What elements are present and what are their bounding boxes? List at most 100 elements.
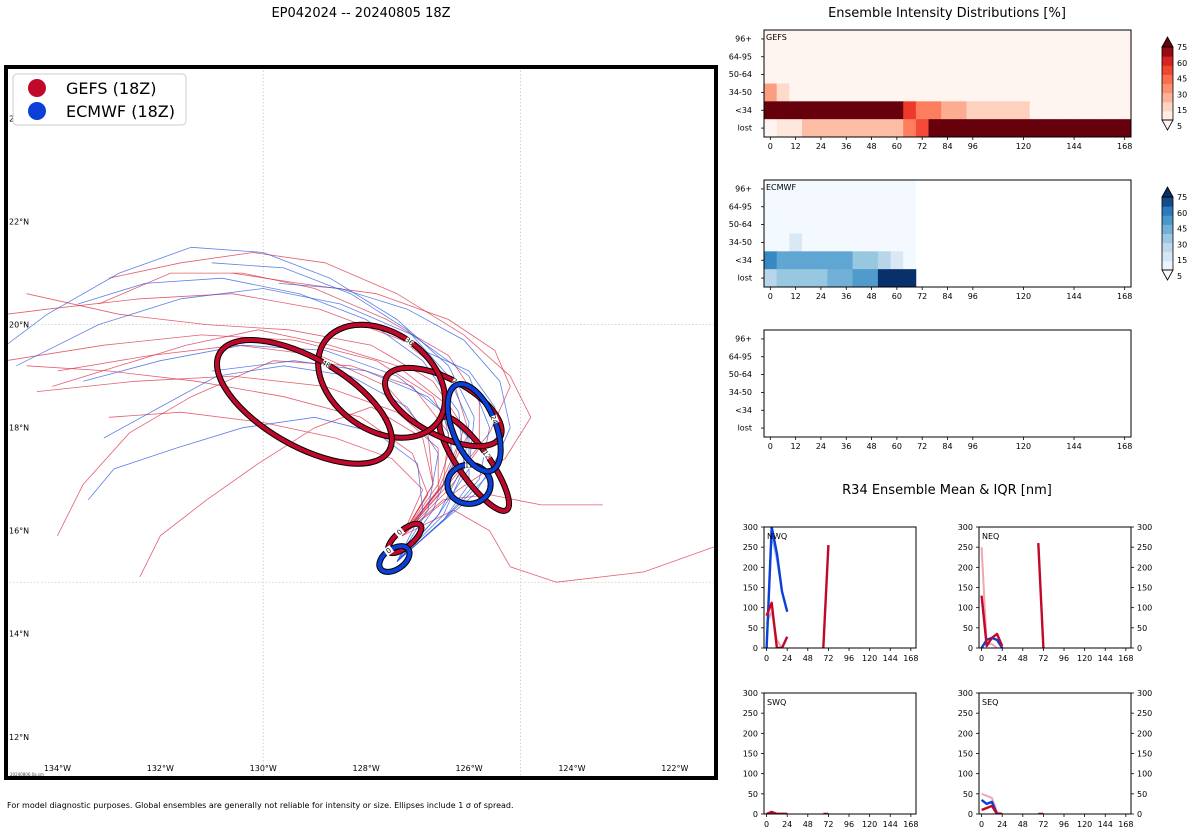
intensity-cell bbox=[890, 233, 904, 252]
r34-y-label: 250 bbox=[958, 709, 973, 718]
intensity-cell bbox=[877, 269, 891, 288]
intensity-panel-empty: 96+ 64-95 50-64 34-50 <34 lost 0 12 24 36 48 60 72 84… bbox=[729, 329, 1132, 451]
intensity-cell bbox=[953, 30, 967, 49]
intensity-x-label: 72 bbox=[917, 292, 927, 301]
intensity-cell bbox=[953, 65, 967, 84]
r34-x-label: 72 bbox=[823, 654, 833, 663]
intensity-cell bbox=[953, 119, 967, 138]
intensity-cell bbox=[1093, 30, 1107, 49]
intensity-cell bbox=[827, 197, 841, 217]
intensity-cell bbox=[1055, 101, 1069, 120]
intensity-x-label: 96 bbox=[968, 292, 978, 301]
r34-x-label: 48 bbox=[803, 820, 813, 829]
ecmwf-ellipse: 0 bbox=[376, 543, 413, 575]
intensity-cell bbox=[827, 83, 841, 102]
intensity-cell bbox=[890, 101, 904, 120]
r34-x-label: 96 bbox=[844, 820, 854, 829]
r34-y-label: 0 bbox=[753, 810, 758, 819]
lat-tick-label: 20°N bbox=[9, 321, 29, 330]
intensity-cell bbox=[890, 30, 904, 49]
gefs-track bbox=[57, 344, 434, 537]
r34-panel-label: NEQ bbox=[982, 532, 999, 541]
intensity-cell bbox=[941, 47, 955, 67]
intensity-cell bbox=[1105, 83, 1119, 102]
intensity-cell bbox=[1118, 83, 1132, 102]
intensity-cell bbox=[1118, 47, 1132, 67]
intensity-cell bbox=[764, 197, 778, 217]
intensity-cell bbox=[877, 47, 891, 67]
intensity-cell bbox=[877, 215, 891, 234]
gefs-ellipse-hour-label: 12 bbox=[481, 449, 493, 461]
r34-y-label: 50 bbox=[748, 790, 758, 799]
intensity-x-label: 24 bbox=[816, 142, 826, 151]
intensity-cell bbox=[801, 83, 816, 102]
intensity-cell bbox=[776, 197, 790, 217]
r34-y-label-right: 300 bbox=[1137, 523, 1152, 532]
intensity-y-label: 96+ bbox=[735, 334, 752, 343]
intensity-x-label: 72 bbox=[917, 142, 927, 151]
intensity-cell bbox=[877, 101, 891, 120]
gefs-ellipse-label-bg bbox=[481, 449, 493, 461]
intensity-cell bbox=[764, 233, 778, 252]
intensity-cell bbox=[776, 65, 790, 84]
r34-x-label: 120 bbox=[1077, 654, 1092, 663]
intensity-cell bbox=[915, 65, 929, 84]
intensity-y-label: 50-64 bbox=[729, 70, 752, 79]
intensity-panels: GEFS 96+ 64-95 50-64 34-50 <34 lost 0 12 24 36 48 60… bbox=[729, 29, 1187, 451]
ecmwf-track bbox=[87, 416, 424, 562]
intensity-cell bbox=[1055, 30, 1069, 49]
r34-x-label: 144 bbox=[1098, 820, 1113, 829]
intensity-cell bbox=[1004, 101, 1018, 120]
legend-box bbox=[12, 73, 187, 126]
intensity-cell bbox=[941, 83, 955, 102]
intensity-cell bbox=[839, 30, 853, 49]
intensity-y-label: 34-50 bbox=[729, 238, 752, 247]
intensity-cell bbox=[1118, 30, 1132, 49]
intensity-cell bbox=[852, 101, 866, 120]
intensity-cell bbox=[839, 65, 853, 84]
intensity-cell bbox=[852, 47, 866, 67]
intensity-cell bbox=[1017, 83, 1031, 102]
intensity-y-label: lost bbox=[738, 424, 752, 433]
intensity-cell bbox=[1042, 101, 1056, 120]
colorbar-tick-label: 60 bbox=[1177, 209, 1187, 218]
intensity-cell bbox=[890, 197, 904, 217]
intensity-cell bbox=[1042, 47, 1056, 67]
r34-y-label: 200 bbox=[958, 563, 973, 572]
r34-panel-label: SWQ bbox=[767, 698, 786, 707]
intensity-cell bbox=[1042, 30, 1056, 49]
intensity-cell bbox=[776, 83, 790, 102]
r34-y-label: 250 bbox=[743, 543, 758, 552]
intensity-cell bbox=[928, 83, 942, 102]
colorbar-tick-label: 30 bbox=[1177, 90, 1187, 99]
intensity-cell bbox=[1067, 101, 1081, 120]
intensity-cell bbox=[839, 251, 853, 270]
r34-x-label: 24 bbox=[997, 820, 1007, 829]
r34-x-label: 120 bbox=[862, 654, 877, 663]
colorbar-frame bbox=[1161, 196, 1174, 271]
intensity-cell bbox=[801, 119, 816, 138]
r34-x-label: 168 bbox=[1118, 654, 1133, 663]
intensity-cell bbox=[839, 197, 853, 217]
r34-x-label: 168 bbox=[1118, 820, 1133, 829]
r34-y-label: 200 bbox=[743, 729, 758, 738]
intensity-y-label: lost bbox=[738, 124, 752, 133]
intensity-x-label: 60 bbox=[892, 442, 902, 451]
r34-y-label: 250 bbox=[958, 543, 973, 552]
intensity-x-label: 84 bbox=[942, 292, 952, 301]
intensity-cell bbox=[789, 233, 803, 252]
intensity-cell bbox=[801, 180, 816, 199]
ecmwf-track bbox=[103, 365, 439, 562]
lon-tick-label: 128°W bbox=[353, 764, 380, 773]
intensity-cell bbox=[827, 30, 841, 49]
intensity-x-label: 120 bbox=[1016, 442, 1031, 451]
r34-y-label: 0 bbox=[968, 810, 973, 819]
r34-y-label: 150 bbox=[743, 584, 758, 593]
intensity-y-label: 50-64 bbox=[729, 220, 752, 229]
r34-x-label: 120 bbox=[1077, 820, 1092, 829]
r34-x-label: 0 bbox=[979, 820, 984, 829]
intensity-cell bbox=[877, 65, 891, 84]
